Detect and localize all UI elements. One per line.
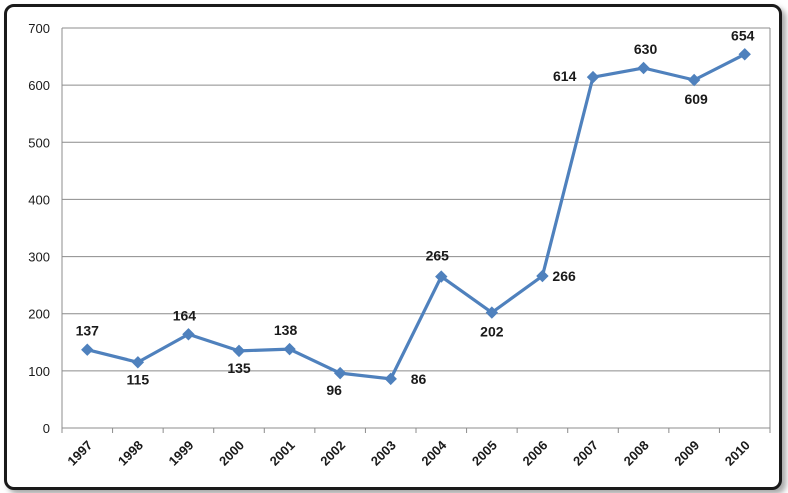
y-tick-labels: 0 100 200 300 400 500 600 700: [28, 21, 50, 436]
series-line: [85, 52, 747, 381]
x-tick-label-2000: 2000: [216, 438, 247, 469]
data-label-2002: 96: [326, 382, 342, 398]
data-point-2000: [232, 344, 246, 358]
y-tick-label-300: 300: [28, 250, 50, 265]
data-point-2008: [637, 61, 650, 75]
data-label-2004: 265: [426, 248, 450, 264]
series-line-path: [85, 52, 747, 381]
data-label-2010: 654: [731, 27, 755, 43]
data-point-2002: [333, 366, 347, 380]
data-label-2007: 614: [553, 68, 577, 84]
data-label-2000: 135: [227, 360, 251, 376]
data-point-1997: [81, 343, 94, 356]
data-label-2003: 86: [411, 371, 427, 387]
data-point-1999: [182, 328, 195, 341]
y-tick-label-200: 200: [28, 307, 50, 322]
x-tick-label-2008: 2008: [621, 438, 652, 469]
gridlines: [62, 27, 770, 372]
data-labels: 137 115 164 135 138 96 86 265 202 266 614 630 609 654: [76, 27, 755, 398]
data-label-1998: 115: [127, 371, 150, 387]
y-tick-label-500: 500: [28, 135, 50, 150]
data-label-2008: 630: [634, 41, 658, 57]
x-tick-label-1998: 1998: [115, 438, 146, 469]
data-point-2007: [586, 70, 600, 84]
x-tick-label-2009: 2009: [671, 438, 702, 469]
x-tick-label-2001: 2001: [267, 438, 298, 469]
y-tick-label-100: 100: [28, 364, 50, 379]
data-point-1998: [131, 356, 145, 369]
x-tick-label-2004: 2004: [418, 437, 450, 469]
data-point-2005: [485, 306, 499, 319]
data-label-1999: 164: [173, 307, 197, 323]
x-tick-label-2010: 2010: [722, 438, 753, 469]
y-tick-label-400: 400: [28, 192, 50, 207]
data-point-2009: [687, 73, 701, 87]
x-tick-label-1999: 1999: [165, 438, 196, 469]
data-label-2009: 609: [684, 91, 708, 107]
y-tick-label-700: 700: [28, 21, 50, 36]
x-tick-label-1997: 1997: [64, 438, 95, 469]
axes: [61, 28, 771, 433]
x-tick-label-2005: 2005: [469, 438, 500, 469]
series-markers: [81, 48, 751, 386]
data-label-2005: 202: [480, 324, 504, 340]
data-label-2006: 266: [552, 268, 576, 284]
x-tick-label-2006: 2006: [519, 438, 550, 469]
data-point-2003: [384, 372, 397, 386]
x-tick-label-2007: 2007: [570, 438, 601, 469]
data-point-2006: [536, 269, 549, 283]
data-point-2004: [435, 270, 448, 283]
x-tick-labels: 1997 1998 1999 2000 2001 2002 2003 2004 2005 2006…: [64, 437, 752, 469]
data-point-2001: [283, 342, 296, 356]
y-tick-label-0: 0: [43, 421, 50, 436]
x-tick-label-2003: 2003: [368, 438, 399, 469]
data-label-2001: 138: [274, 322, 298, 338]
data-label-1997: 137: [76, 323, 100, 339]
data-point-2010: [738, 48, 751, 61]
y-tick-label-600: 600: [28, 78, 50, 93]
x-tick-label-2002: 2002: [317, 438, 348, 469]
